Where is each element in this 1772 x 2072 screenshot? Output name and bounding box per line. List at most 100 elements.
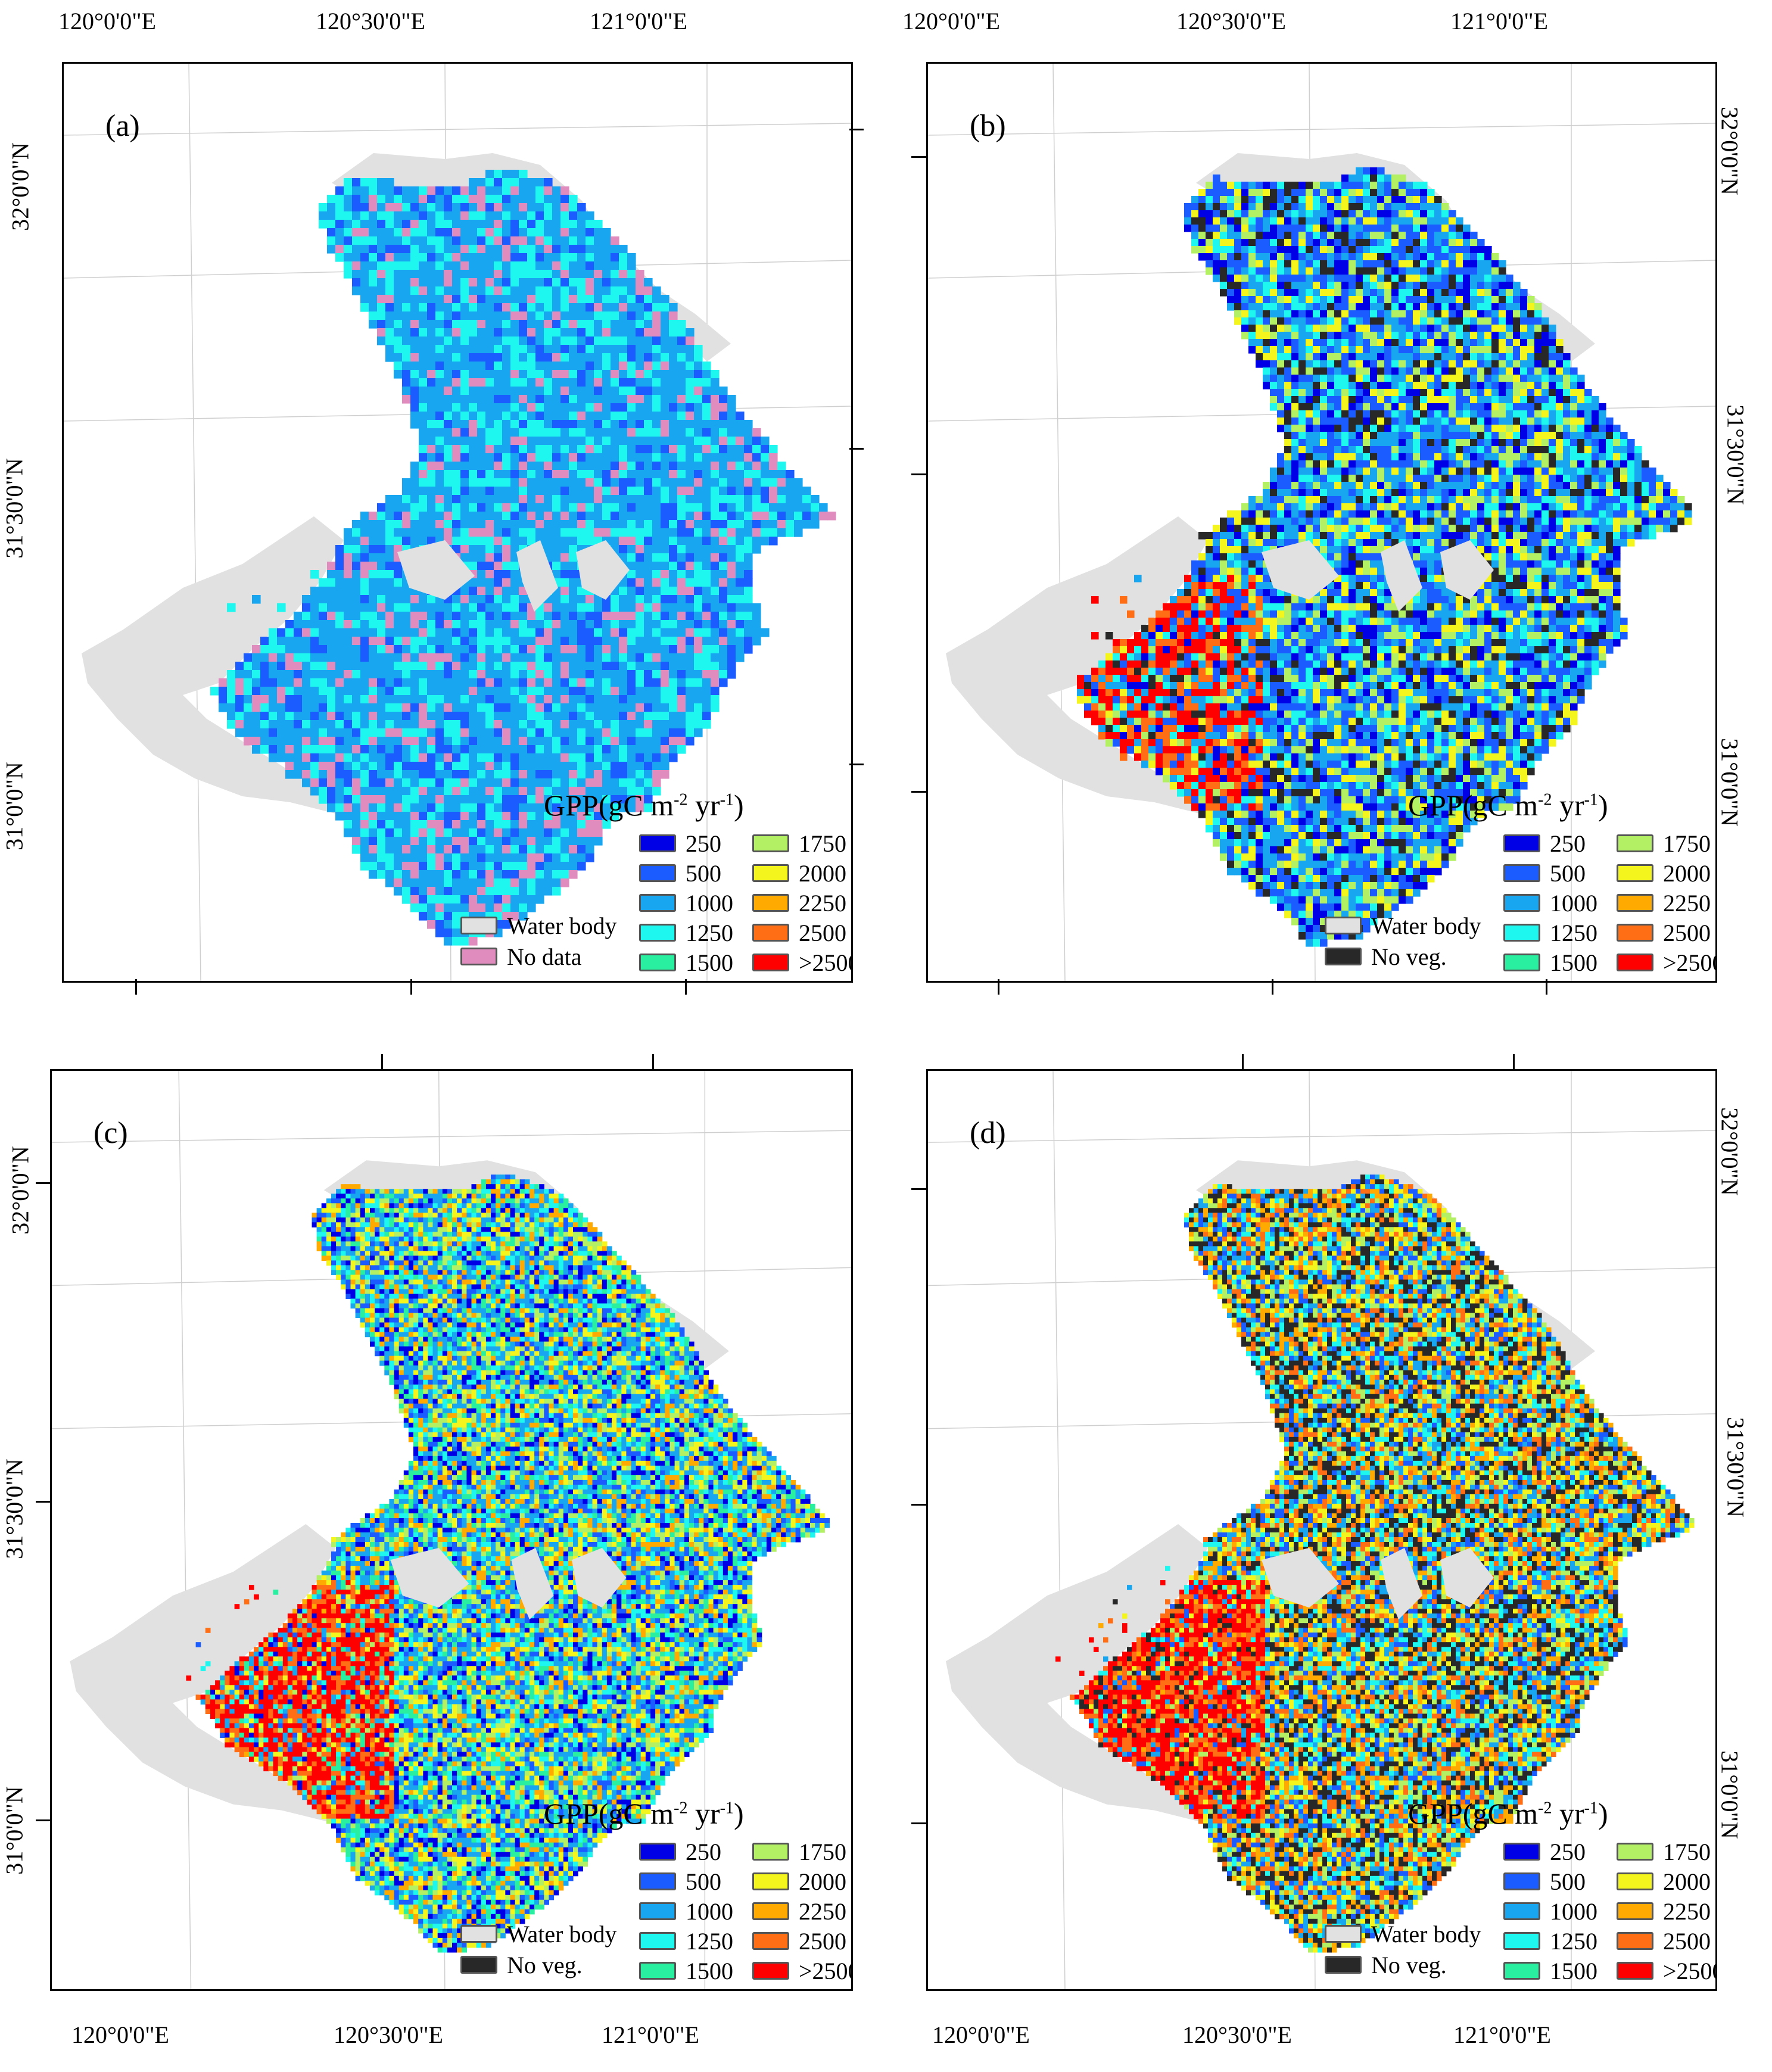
swatch bbox=[752, 864, 789, 882]
legend-item-class: 2000 bbox=[1617, 1868, 1711, 1895]
legend-item-class: >2500 bbox=[1617, 949, 1715, 976]
inner-lake bbox=[1381, 1548, 1422, 1620]
lat-label: 31°30'0"N bbox=[1722, 1417, 1750, 1517]
tick-mark bbox=[1546, 979, 1547, 995]
legend-title: GPP(gC m-2 yr-1) bbox=[544, 788, 744, 822]
legend-item-class: 250 bbox=[639, 1839, 721, 1865]
legend-item-class: 250 bbox=[1503, 830, 1586, 857]
lat-label: 31°0'0"N bbox=[1716, 738, 1744, 826]
swatch bbox=[1617, 954, 1653, 971]
tick-mark bbox=[652, 1054, 654, 1070]
inner-lake bbox=[390, 1548, 469, 1608]
lake-water-body bbox=[946, 516, 1208, 814]
map-c bbox=[52, 1071, 851, 1989]
tick-mark bbox=[381, 1054, 383, 1070]
tick-mark bbox=[911, 1504, 926, 1506]
inner-lake bbox=[1262, 1548, 1339, 1608]
legend-item-class: 1000 bbox=[1503, 890, 1597, 917]
inner-lake bbox=[511, 1548, 554, 1620]
tick-mark bbox=[849, 448, 864, 450]
swatch bbox=[1617, 924, 1653, 942]
swatch bbox=[1503, 1872, 1540, 1890]
lat-label: 31°30'0"N bbox=[1, 458, 29, 558]
legend-title: GPP(gC m-2 yr-1) bbox=[544, 1796, 744, 1831]
swatch bbox=[1503, 924, 1540, 942]
graticule-line bbox=[64, 123, 851, 136]
swatch bbox=[639, 1902, 676, 1920]
legend-item-class: 2250 bbox=[752, 1898, 846, 1925]
lon-label: 120°30'0"E bbox=[316, 7, 425, 35]
legend-item-class: >2500 bbox=[1617, 1958, 1715, 1984]
legend-item-second: No veg. bbox=[460, 1952, 583, 1978]
legend-item-class: 1750 bbox=[752, 830, 846, 857]
graticule-line bbox=[178, 1071, 192, 1989]
tick-mark bbox=[849, 764, 864, 765]
swatch bbox=[752, 1962, 789, 1980]
gpp-raster bbox=[1055, 1174, 1695, 1953]
swatch bbox=[1617, 1843, 1653, 1861]
legend: GPP(gC m-2 yr-1) Water body No data 250 500 1… bbox=[460, 788, 851, 976]
swatch bbox=[460, 1956, 497, 1974]
legend-item-class: 1250 bbox=[1503, 1928, 1597, 1955]
swatch bbox=[752, 1872, 789, 1890]
graticule-line bbox=[928, 123, 1715, 136]
legend-item-class: 1500 bbox=[639, 949, 733, 976]
swatch bbox=[639, 1843, 676, 1861]
tick-mark bbox=[911, 473, 926, 475]
inner-lake bbox=[572, 1548, 627, 1608]
legend-item-class: 2500 bbox=[1617, 1928, 1711, 1955]
inner-lake bbox=[1381, 540, 1422, 612]
swatch bbox=[639, 864, 676, 882]
legend-item-class: 1000 bbox=[639, 1898, 733, 1925]
legend-item-class: 2500 bbox=[752, 1928, 846, 1955]
legend-item-water: Water body bbox=[1325, 912, 1481, 939]
inner-lake bbox=[1440, 1548, 1494, 1608]
tick-mark bbox=[1272, 979, 1273, 995]
legend-item-class: >2500 bbox=[752, 1958, 851, 1984]
graticule-line bbox=[1052, 1071, 1066, 1989]
swatch bbox=[639, 924, 676, 942]
legend-item-class: 1750 bbox=[1617, 1839, 1711, 1865]
swatch bbox=[752, 954, 789, 971]
tick-mark bbox=[911, 791, 926, 793]
legend-item-second: No veg. bbox=[1325, 943, 1447, 970]
swatch bbox=[752, 894, 789, 912]
legend-item-class: >2500 bbox=[752, 949, 851, 976]
swatch bbox=[752, 1932, 789, 1950]
panel-label: (d) bbox=[970, 1116, 1006, 1151]
legend-item-class: 500 bbox=[639, 860, 721, 887]
gpp-raster bbox=[1077, 167, 1692, 947]
tick-mark bbox=[1513, 1054, 1515, 1070]
legend-item-class: 2000 bbox=[752, 1868, 846, 1895]
swatch bbox=[752, 924, 789, 942]
legend-item-class: 1750 bbox=[1617, 830, 1711, 857]
legend-item-class: 2250 bbox=[1617, 890, 1711, 917]
lat-label: 32°0'0"N bbox=[7, 1146, 35, 1234]
legend-item-water: Water body bbox=[460, 912, 617, 939]
lon-label: 121°0'0"E bbox=[602, 2021, 699, 2049]
lon-label: 120°30'0"E bbox=[1176, 7, 1286, 35]
swatch bbox=[1325, 948, 1362, 965]
lon-label: 121°0'0"E bbox=[1450, 7, 1548, 35]
swatch bbox=[752, 1843, 789, 1861]
legend-item-class: 500 bbox=[1503, 860, 1586, 887]
lat-label: 31°0'0"N bbox=[1, 1786, 29, 1874]
swatch bbox=[639, 954, 676, 971]
legend-item-class: 2250 bbox=[752, 890, 846, 917]
swatch bbox=[1503, 1932, 1540, 1950]
legend-item-water: Water body bbox=[1325, 1921, 1481, 1948]
panel-label: (a) bbox=[105, 108, 140, 144]
swatch bbox=[460, 917, 497, 934]
inner-lake bbox=[1440, 540, 1494, 600]
tick-mark bbox=[135, 979, 137, 995]
lon-label: 120°0'0"E bbox=[58, 7, 156, 35]
lon-label: 120°0'0"E bbox=[932, 2021, 1030, 2049]
swatch bbox=[1617, 894, 1653, 912]
lon-label: 120°0'0"E bbox=[71, 2021, 169, 2049]
lat-label: 32°0'0"N bbox=[1716, 107, 1744, 195]
swatch bbox=[1503, 864, 1540, 882]
tick-mark bbox=[911, 1188, 926, 1190]
map-panel-d: (d) GPP(gC m-2 yr-1) Water body No veg. 250… bbox=[926, 1069, 1717, 1991]
swatch bbox=[752, 1902, 789, 1920]
legend-item-class: 1750 bbox=[752, 1839, 846, 1865]
